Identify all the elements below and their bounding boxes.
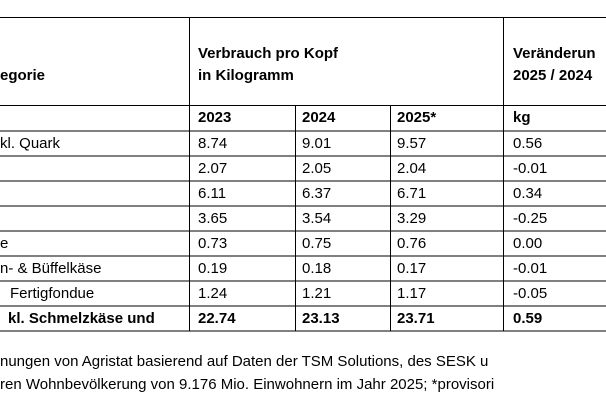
cell-value: 0.56	[513, 135, 542, 152]
cell-value: -0.25	[513, 210, 547, 227]
cell-value: 1.17	[397, 285, 426, 302]
cell-value: 6.11	[198, 185, 226, 202]
header-change: 2025 / 2024	[513, 67, 593, 84]
header-category: egorie	[0, 67, 45, 84]
total-cell: kl. Schmelzkäse und	[8, 310, 155, 327]
cell-value: 0.75	[302, 235, 331, 252]
footnote: ren Wohnbevölkerung von 9.176 Mio. Einwo…	[0, 376, 494, 393]
year-header: 2023	[198, 109, 231, 126]
cell-value: 2.07	[198, 160, 227, 177]
total-cell: 23.13	[302, 310, 340, 327]
cell-value: 0.00	[513, 235, 542, 252]
header-consumption: Verbrauch pro Kopf	[198, 45, 339, 62]
cell-value: -0.05	[513, 285, 547, 302]
total-cell: 23.71	[397, 310, 435, 327]
header-change: Veränderun	[513, 45, 596, 62]
cell-value: 8.74	[198, 135, 227, 152]
cell-value: 1.21	[302, 285, 331, 302]
cell-value: 3.29	[397, 210, 426, 227]
cell-value: 2.05	[302, 160, 331, 177]
cell-value: 0.18	[302, 260, 331, 277]
cell-label: n- & Büffelkäse	[0, 260, 101, 277]
cell-value: 0.73	[198, 235, 227, 252]
cell-value: 3.54	[302, 210, 331, 227]
cell-value: 1.24	[198, 285, 227, 302]
cell-value: -0.01	[513, 260, 547, 277]
cell-label: kl. Quark	[0, 135, 61, 152]
year-header: 2025*	[397, 109, 436, 126]
cell-label: e	[0, 235, 8, 252]
cell-value: 6.71	[397, 185, 426, 202]
total-cell: 0.59	[513, 310, 542, 327]
cell-value: 0.17	[397, 260, 426, 277]
cell-value: 2.04	[397, 160, 426, 177]
cell-value: -0.01	[513, 160, 547, 177]
header-consumption: in Kilogramm	[198, 67, 294, 84]
cell-label: Fertigfondue	[10, 285, 94, 302]
footnote: nungen von Agristat basierend auf Daten …	[0, 353, 488, 370]
cell-value: 9.01	[302, 135, 331, 152]
year-header: 2024	[302, 109, 336, 126]
cell-value: 0.76	[397, 235, 426, 252]
total-cell: 22.74	[198, 310, 236, 327]
year-header: kg	[513, 109, 531, 126]
cell-value: 9.57	[397, 135, 426, 152]
cell-value: 6.37	[302, 185, 331, 202]
cell-value: 0.34	[513, 185, 542, 202]
cell-value: 0.19	[198, 260, 227, 277]
cell-value: 3.65	[198, 210, 227, 227]
